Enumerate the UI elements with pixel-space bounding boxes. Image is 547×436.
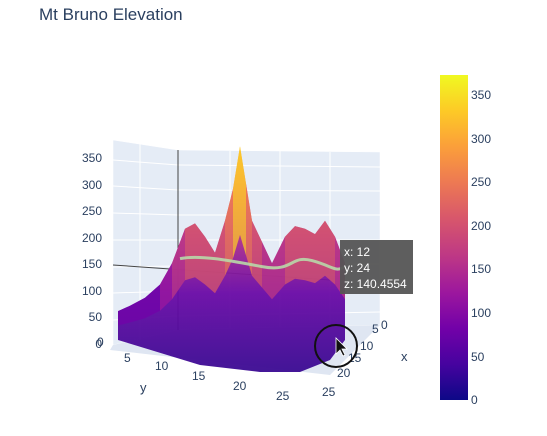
hover-y: y: 24 — [344, 261, 370, 275]
hover-tooltip: x: 12 y: 24 z: 140.4554 — [340, 240, 413, 294]
z-tick-label: 200 — [82, 231, 102, 245]
surface-facet — [160, 263, 172, 311]
colorbar-tick: 250 — [471, 175, 491, 189]
colorbar: 0 50 100 150 200 250 300 350 — [440, 75, 491, 407]
z-tick-label: 300 — [82, 178, 102, 192]
y-tick-label: 0 — [97, 335, 104, 349]
colorbar-tick: 300 — [471, 132, 491, 146]
hover-x: x: 12 — [344, 245, 370, 259]
hover-highlight — [314, 324, 358, 368]
z-tick-label: 350 — [82, 151, 102, 165]
y-tick-label: 25 — [276, 389, 290, 403]
z-tick-label: 50 — [89, 310, 103, 324]
x-axis-title: x — [401, 349, 408, 364]
y-tick-label: 15 — [192, 369, 206, 383]
surface-facet — [252, 220, 262, 288]
x-tick-label: 10 — [360, 339, 374, 353]
surface-facet — [185, 223, 195, 281]
surface-facet — [262, 242, 272, 300]
surface-facet — [215, 220, 225, 294]
elevation-surface[interactable] — [118, 146, 346, 372]
cursor-icon — [335, 337, 348, 357]
surface-facet — [205, 236, 215, 294]
surface-facet — [233, 146, 240, 259]
z-tick-label: 250 — [82, 204, 102, 218]
colorbar-tick: 50 — [471, 350, 485, 364]
colorbar-tick: 100 — [471, 306, 491, 320]
colorbar-gradient — [440, 75, 468, 400]
x-tick-label: 0 — [381, 318, 388, 332]
contour-line — [179, 255, 346, 271]
colorbar-tick: 200 — [471, 219, 491, 233]
surface-facet — [315, 220, 325, 284]
y-tick-label: 5 — [124, 351, 131, 365]
z-tick-label: 150 — [82, 257, 102, 271]
x-tick-label: 25 — [322, 385, 336, 399]
x-tick-label: 5 — [372, 322, 379, 336]
surface-facet — [225, 188, 233, 276]
y-axis-title: y — [140, 380, 147, 395]
colorbar-tick: 150 — [471, 262, 491, 276]
z-tick-label: 0 — [95, 337, 102, 351]
colorbar-tick: 350 — [471, 88, 491, 102]
y-tick-label: 20 — [233, 379, 247, 393]
surface-facet — [246, 183, 252, 276]
surface-facet — [118, 305, 130, 326]
x-tick-label: 20 — [337, 366, 351, 380]
z-tick-label: 100 — [82, 284, 102, 298]
surface-facet — [172, 228, 185, 300]
colorbar-tick: 0 — [471, 393, 478, 407]
surface-facet — [285, 226, 295, 285]
y-axis: 0 5 10 15 20 25 y — [97, 335, 290, 403]
surface-facet — [240, 146, 246, 256]
z-axis: 0 50 100 150 200 250 300 350 — [82, 151, 102, 351]
surface-facet — [195, 223, 205, 285]
surface-facet — [145, 284, 160, 319]
hover-z: z: 140.4554 — [344, 277, 407, 291]
surface-facet — [130, 297, 145, 323]
y-tick-label: 10 — [155, 359, 169, 373]
surface-facet — [305, 228, 315, 284]
chart-title: Mt Bruno Elevation — [39, 5, 183, 24]
surface-facet — [295, 226, 305, 281]
